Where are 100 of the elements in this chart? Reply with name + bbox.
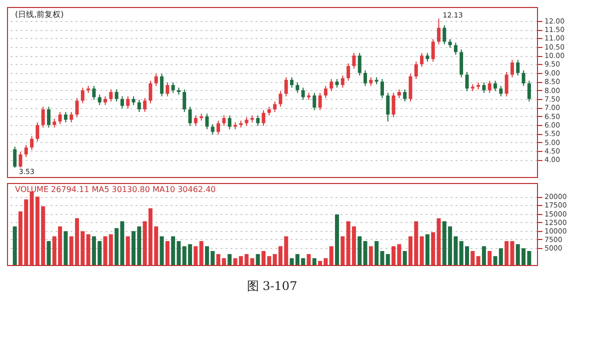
bar xyxy=(256,254,260,265)
candlestick xyxy=(64,111,68,123)
candlestick xyxy=(92,85,96,100)
candlestick xyxy=(171,82,175,94)
candlestick xyxy=(420,52,424,68)
candlestick xyxy=(522,70,526,86)
candlestick xyxy=(494,80,498,92)
candlestick xyxy=(222,114,226,126)
candlestick xyxy=(120,96,124,109)
bar xyxy=(340,236,345,265)
candlestick xyxy=(126,96,130,109)
candlestick xyxy=(36,122,40,142)
bar xyxy=(194,246,198,265)
candlestick xyxy=(114,88,118,102)
bar xyxy=(199,241,204,265)
bar xyxy=(402,250,407,265)
candlestick xyxy=(188,106,192,126)
candlestick xyxy=(216,120,220,135)
candlestick xyxy=(194,114,198,126)
candlestick xyxy=(318,92,322,111)
bar xyxy=(86,234,90,265)
candlestick xyxy=(352,52,356,70)
candlestick xyxy=(454,42,458,56)
bar xyxy=(160,236,164,265)
bar xyxy=(329,246,334,265)
candlestick xyxy=(13,146,17,168)
candlestick xyxy=(504,72,508,97)
bar xyxy=(482,246,486,265)
candlestick xyxy=(143,98,147,112)
candlestick xyxy=(346,62,350,82)
bar xyxy=(470,250,475,265)
bar xyxy=(306,254,311,265)
chart-title: VOLUME 26794.11 MA5 30130.80 MA10 30462.40 xyxy=(15,185,216,194)
bar xyxy=(363,241,368,265)
candlestick xyxy=(499,85,503,97)
candlestick xyxy=(24,144,28,158)
candlestick xyxy=(301,87,305,100)
bar xyxy=(358,236,362,265)
candlestick xyxy=(460,49,464,78)
candlestick xyxy=(408,73,412,102)
bar xyxy=(420,236,424,265)
candlestick xyxy=(482,82,486,94)
candlestick xyxy=(386,92,390,122)
candlestick xyxy=(278,90,282,108)
bar xyxy=(335,214,339,265)
candlestick xyxy=(442,24,446,45)
candlestick xyxy=(290,76,294,88)
bar xyxy=(64,231,68,265)
candlestick xyxy=(312,92,316,111)
candlestick xyxy=(330,78,334,92)
bar xyxy=(12,226,17,265)
candlestick xyxy=(392,92,396,118)
candlestick xyxy=(46,106,50,128)
candlestick xyxy=(166,82,170,97)
bar xyxy=(425,234,430,265)
caption: 图 3-107 xyxy=(246,279,298,293)
candlestick xyxy=(284,76,288,97)
candlestick xyxy=(358,52,362,76)
candlestick xyxy=(510,59,514,78)
candlestick xyxy=(109,88,113,102)
candlestick xyxy=(436,18,440,45)
candlestick xyxy=(364,70,368,86)
bar xyxy=(46,241,51,265)
candlestick xyxy=(256,114,260,126)
candlestick xyxy=(75,98,79,118)
candlestick xyxy=(516,59,520,76)
candlestick xyxy=(488,80,492,94)
bar xyxy=(312,258,316,265)
candlestick xyxy=(18,151,22,168)
candlestick xyxy=(228,114,232,130)
candlestick xyxy=(80,87,84,104)
candlestick xyxy=(431,38,435,62)
bar xyxy=(228,254,232,265)
candlestick xyxy=(414,61,418,80)
candlestick xyxy=(98,94,102,106)
candlestick xyxy=(205,113,209,130)
candlestick xyxy=(340,75,344,88)
candlestick xyxy=(380,78,384,99)
candlestick xyxy=(324,85,328,99)
bar xyxy=(368,246,373,265)
candlestick xyxy=(465,72,469,92)
candlestick xyxy=(527,80,531,102)
candlestick xyxy=(210,124,214,135)
candlestick xyxy=(273,101,277,112)
candlestick xyxy=(403,88,407,102)
candlestick xyxy=(30,136,34,151)
candlestick xyxy=(148,80,152,104)
candlestick xyxy=(58,111,62,125)
bar xyxy=(386,254,390,265)
candlestick xyxy=(296,82,300,94)
candlestick xyxy=(41,106,45,128)
candlestick xyxy=(160,73,164,97)
bar xyxy=(165,241,170,265)
candlestick xyxy=(137,99,141,112)
candlestick xyxy=(70,111,74,123)
candlestick xyxy=(154,73,158,86)
bar xyxy=(126,236,130,265)
bar xyxy=(476,256,480,265)
candlestick xyxy=(182,88,186,112)
chart-title: (日线,前复权) xyxy=(15,10,64,19)
